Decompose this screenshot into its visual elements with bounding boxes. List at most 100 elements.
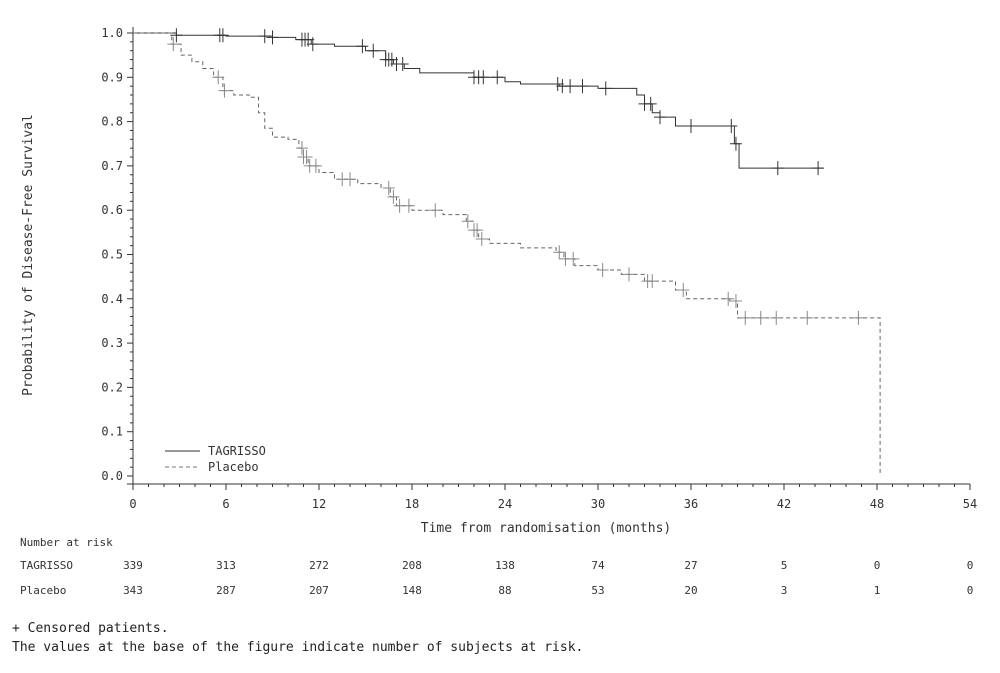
x-tick-label: 24	[498, 497, 512, 511]
risk-value-tagrisso: 272	[309, 559, 329, 572]
censor-mark	[306, 37, 319, 52]
risk-value-tagrisso: 0	[874, 559, 881, 572]
x-tick-label: 30	[591, 497, 605, 511]
risk-value-placebo: 3	[781, 584, 788, 597]
y-tick-label: 0.8	[101, 115, 123, 129]
censor-mark	[387, 189, 400, 204]
risk-value-tagrisso: 5	[781, 559, 788, 572]
x-tick-label: 0	[129, 497, 136, 511]
censor-mark	[295, 141, 308, 156]
series-layer	[133, 28, 881, 476]
censor-mark	[576, 79, 589, 94]
risk-value-placebo: 287	[216, 584, 236, 597]
censor-mark	[300, 150, 313, 165]
risk-value-placebo: 20	[684, 584, 697, 597]
footnote-censored: + Censored patients.	[12, 621, 169, 636]
censor-mark	[677, 282, 690, 297]
censor-mark	[646, 274, 659, 289]
legend-label-tagrisso: TAGRISSO	[208, 444, 266, 458]
y-axis-title: Probability of Disease-Free Survival	[21, 114, 36, 396]
risk-value-placebo: 343	[123, 584, 143, 597]
risk-value-tagrisso: 208	[402, 559, 422, 572]
y-tick-label: 0.9	[101, 70, 123, 84]
risk-value-tagrisso: 313	[216, 559, 236, 572]
censor-mark	[258, 29, 271, 44]
risk-value-tagrisso: 0	[967, 559, 974, 572]
risk-row-label-tagrisso: TAGRISSO	[20, 559, 73, 572]
risk-value-tagrisso: 74	[591, 559, 605, 572]
censor-mark	[596, 263, 609, 278]
censor-mark	[551, 76, 564, 91]
censor-mark	[477, 70, 490, 85]
censor-mark	[396, 57, 409, 72]
x-axis-title: Time from randomisation (months)	[421, 521, 671, 536]
censor-mark	[471, 223, 484, 238]
censor-mark	[475, 231, 488, 246]
y-tick-label: 0.4	[101, 292, 123, 306]
censor-marks-placebo	[167, 37, 865, 325]
censor-mark	[491, 70, 504, 85]
x-tick-label: 12	[312, 497, 326, 511]
risk-row-label-placebo: Placebo	[20, 584, 66, 597]
footnote-risk-note: The values at the base of the figure ind…	[12, 640, 584, 655]
x-tick-label: 54	[963, 497, 977, 511]
x-tick-label: 48	[870, 497, 884, 511]
censor-mark	[654, 110, 666, 125]
x-tick-label: 18	[405, 497, 419, 511]
risk-value-placebo: 88	[498, 584, 511, 597]
censor-marks-tagrisso	[170, 28, 825, 176]
censor-mark	[170, 28, 183, 43]
censor-mark	[309, 158, 322, 173]
censor-mark	[266, 30, 279, 45]
censor-mark	[644, 96, 657, 111]
legend: TAGRISSO Placebo	[165, 444, 266, 474]
censor-mark	[801, 310, 814, 325]
x-tick-label: 36	[684, 497, 698, 511]
y-tick-label: 0.2	[101, 380, 123, 394]
series-line-tagrisso	[133, 32, 823, 169]
number-at-risk-table: Number at risk TAGRISSO Placebo 339 313 27…	[20, 536, 973, 597]
risk-value-tagrisso: 138	[495, 559, 515, 572]
censor-mark	[725, 119, 738, 134]
censor-mark	[771, 161, 784, 176]
y-tick-label: 0.5	[101, 248, 123, 262]
censor-mark	[729, 136, 742, 151]
x-tick-label: 6	[222, 497, 229, 511]
y-axis: 0.0 0.1 0.2 0.3 0.4 0.5 0.6 0.7 0.8 0.9 1.0	[101, 26, 133, 483]
censor-mark	[722, 291, 735, 306]
risk-heading: Number at risk	[20, 536, 113, 549]
x-tick-label: 42	[777, 497, 791, 511]
plot-frame	[127, 27, 970, 485]
censor-mark	[344, 172, 356, 187]
censor-mark	[167, 37, 180, 52]
y-tick-label: 0.1	[101, 425, 123, 439]
censor-mark	[429, 203, 442, 218]
risk-value-placebo: 1	[874, 584, 881, 597]
censor-mark	[382, 181, 395, 196]
risk-value-tagrisso: 339	[123, 559, 143, 572]
censor-mark	[599, 81, 612, 96]
y-tick-label: 1.0	[101, 26, 123, 40]
censor-mark	[553, 245, 566, 260]
censor-mark	[623, 267, 635, 282]
legend-label-placebo: Placebo	[208, 460, 259, 474]
censor-mark	[685, 119, 697, 134]
risk-value-placebo: 0	[967, 584, 974, 597]
censor-mark	[218, 83, 231, 98]
y-tick-label: 0.6	[101, 203, 123, 217]
censor-mark	[367, 43, 380, 58]
y-tick-label: 0.3	[101, 336, 123, 350]
censor-mark	[729, 294, 742, 309]
x-axis: 0 6 12 18 24 30 36 42 48 54	[129, 484, 977, 511]
risk-value-tagrisso: 27	[684, 559, 697, 572]
censor-mark	[216, 28, 229, 43]
censor-mark	[567, 251, 580, 266]
censor-mark	[564, 79, 577, 94]
series-line-placebo	[133, 32, 881, 476]
censor-mark	[754, 310, 767, 325]
censor-mark	[402, 198, 415, 213]
censor-mark	[356, 39, 369, 54]
censor-mark	[852, 310, 865, 325]
risk-value-placebo: 53	[591, 584, 604, 597]
